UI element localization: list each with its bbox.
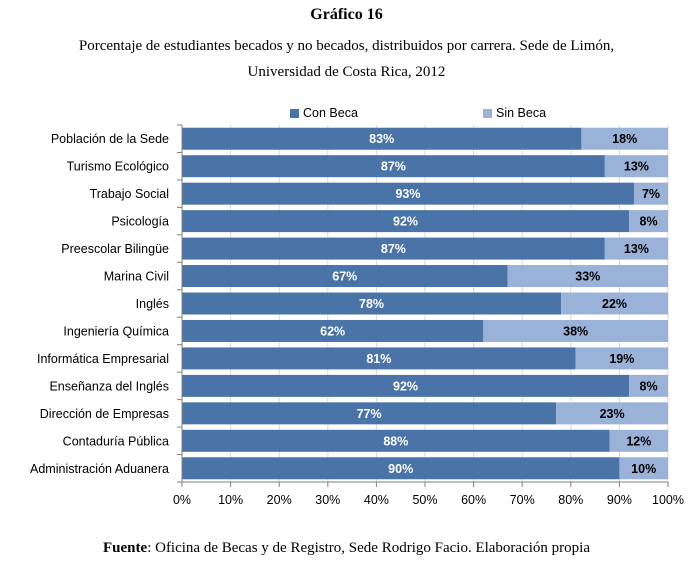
bar-sin-beca	[633, 182, 668, 205]
bar-con-beca	[182, 127, 582, 150]
bar-sin-beca	[561, 292, 668, 315]
legend-item-con-beca: Con Beca	[290, 106, 358, 120]
bar-sin-beca	[619, 457, 668, 480]
bar-sin-beca	[604, 155, 668, 178]
bar-sin-beca	[609, 429, 668, 452]
category-label: Población de la Sede	[51, 132, 169, 146]
data-label-sin-beca: 18%	[612, 132, 637, 146]
bar-con-beca	[182, 237, 605, 260]
data-label-con-beca: 90%	[388, 462, 413, 476]
bar-sin-beca	[629, 210, 668, 233]
data-label-sin-beca: 38%	[563, 324, 588, 338]
bar-sin-beca	[629, 374, 668, 397]
data-label-con-beca: 62%	[320, 324, 345, 338]
bar-sin-beca	[575, 347, 668, 370]
chart-subtitle-line2: Universidad de Costa Rica, 2012	[247, 64, 446, 80]
bar-con-beca	[182, 265, 508, 288]
source-label: Fuente	[103, 540, 148, 556]
data-label-sin-beca: 7%	[642, 187, 660, 201]
legend-label-sin-beca: Sin Beca	[496, 106, 547, 120]
x-tick-label: 70%	[510, 493, 535, 507]
bar-sin-beca	[556, 402, 668, 425]
data-label-con-beca: 81%	[366, 352, 391, 366]
category-label: Ingeniería Química	[63, 324, 169, 338]
legend-swatch-con-beca	[290, 108, 299, 118]
x-tick-label: 80%	[558, 493, 583, 507]
category-label: Trabajo Social	[90, 187, 169, 201]
data-label-con-beca: 92%	[393, 379, 418, 393]
category-label: Contaduría Pública	[63, 434, 169, 448]
data-label-con-beca: 77%	[357, 407, 382, 421]
legend-label-con-beca: Con Beca	[303, 106, 358, 120]
x-tick-label: 10%	[218, 493, 243, 507]
bar-con-beca	[182, 210, 630, 233]
bar-con-beca	[182, 347, 576, 370]
chart-subtitle-line1: Porcentaje de estudiantes becados y no b…	[78, 38, 615, 54]
data-label-con-beca: 87%	[381, 242, 406, 256]
category-label: Psicología	[111, 215, 169, 229]
category-label: Informática Empresarial	[37, 352, 169, 366]
bar-con-beca	[182, 319, 484, 342]
x-tick-label: 0%	[173, 493, 191, 507]
bar-con-beca	[182, 292, 562, 315]
bar-con-beca	[182, 402, 557, 425]
data-label-sin-beca: 13%	[624, 160, 649, 174]
category-label: Turismo Ecológico	[67, 160, 169, 174]
bar-sin-beca	[604, 237, 668, 260]
source-text: : Oficina de Becas y de Registro, Sede R…	[147, 540, 590, 556]
bar-sin-beca	[581, 127, 668, 150]
data-label-con-beca: 83%	[369, 132, 394, 146]
legend-item-sin-beca: Sin Beca	[483, 106, 546, 120]
data-label-sin-beca: 19%	[609, 352, 634, 366]
category-label: Preescolar Bilingüe	[61, 242, 169, 256]
x-tick-label: 20%	[267, 493, 292, 507]
x-tick-label: 40%	[364, 493, 389, 507]
chart-legend: Con Beca Sin Beca	[0, 104, 693, 122]
data-label-sin-beca: 10%	[631, 462, 656, 476]
chart-title: Gráfico 16	[310, 6, 383, 23]
bar-sin-beca	[483, 319, 668, 342]
bar-sin-beca	[507, 265, 668, 288]
category-label: Dirección de Empresas	[40, 407, 169, 421]
data-label-sin-beca: 22%	[602, 297, 627, 311]
data-label-sin-beca: 12%	[626, 434, 651, 448]
bar-con-beca	[182, 374, 630, 397]
bar-con-beca	[182, 182, 634, 205]
source-note: Fuente: Oficina de Becas y de Registro, …	[0, 540, 693, 557]
data-label-con-beca: 93%	[395, 187, 420, 201]
bar-con-beca	[182, 155, 605, 178]
data-label-sin-beca: 8%	[640, 379, 658, 393]
x-tick-label: 50%	[412, 493, 437, 507]
category-label: Inglés	[136, 297, 169, 311]
x-tick-label: 60%	[461, 493, 486, 507]
data-label-sin-beca: 33%	[575, 270, 600, 284]
data-label-con-beca: 67%	[332, 270, 357, 284]
category-label: Enseñanza del Inglés	[49, 379, 169, 393]
bar-con-beca	[182, 429, 610, 452]
data-label-sin-beca: 23%	[600, 407, 625, 421]
category-label: Marina Civil	[104, 270, 169, 284]
data-label-con-beca: 87%	[381, 160, 406, 174]
bar-con-beca	[182, 457, 620, 480]
x-tick-label: 30%	[315, 493, 340, 507]
data-label-con-beca: 88%	[383, 434, 408, 448]
data-label-con-beca: 92%	[393, 215, 418, 229]
x-tick-label: 90%	[607, 493, 632, 507]
data-label-sin-beca: 13%	[624, 242, 649, 256]
x-tick-label: 100%	[652, 493, 684, 507]
data-label-con-beca: 78%	[359, 297, 384, 311]
data-label-sin-beca: 8%	[640, 215, 658, 229]
category-label: Administración Aduanera	[30, 462, 169, 476]
legend-swatch-sin-beca	[483, 108, 492, 118]
